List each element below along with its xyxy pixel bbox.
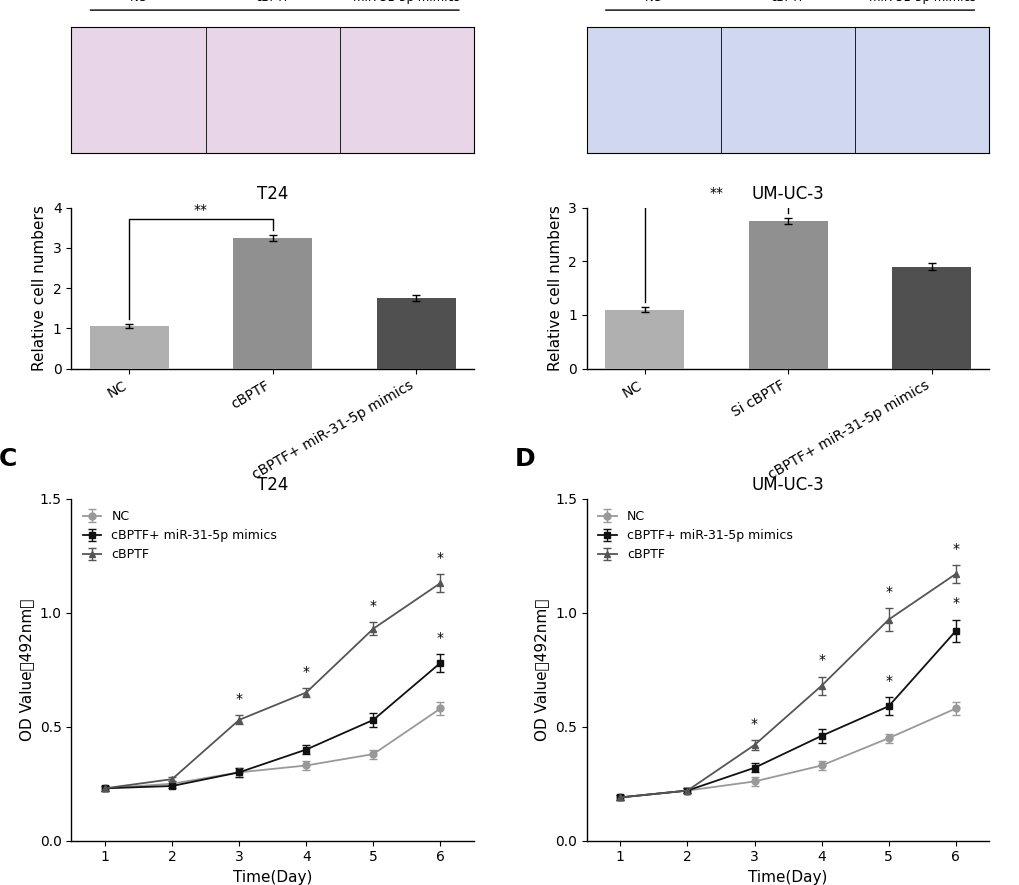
Text: *: * [370, 598, 376, 612]
Title: T24: T24 [257, 185, 288, 204]
Text: *: * [817, 653, 824, 667]
Bar [233, 238, 312, 369]
Bar [604, 310, 684, 369]
Text: cBPTF: cBPTF [769, 0, 805, 4]
Text: *: * [884, 585, 892, 599]
Bar [90, 326, 168, 369]
Text: cBPTF+
miR-31-5p mimics: cBPTF+ miR-31-5p mimics [868, 0, 975, 4]
Bar [376, 298, 455, 369]
Text: *: * [235, 692, 243, 706]
Text: *: * [952, 596, 959, 611]
Y-axis label: Relative cell numbers: Relative cell numbers [33, 205, 47, 371]
Text: *: * [750, 717, 757, 731]
Text: *: * [303, 665, 310, 679]
Text: D: D [514, 447, 534, 472]
Legend: NC, cBPTF+ miR-31-5p mimics, cBPTF: NC, cBPTF+ miR-31-5p mimics, cBPTF [77, 505, 282, 566]
Text: cBPTF+
miR-31-5p mimics: cBPTF+ miR-31-5p mimics [353, 0, 460, 4]
Title: UM-UC-3: UM-UC-3 [751, 476, 823, 495]
Text: **: ** [194, 203, 208, 217]
Y-axis label: Relative cell numbers: Relative cell numbers [547, 205, 562, 371]
Title: UM-UC-3: UM-UC-3 [751, 185, 823, 204]
Text: NC: NC [129, 0, 147, 4]
Y-axis label: OD Value（492nm）: OD Value（492nm） [534, 598, 549, 741]
Legend: NC, cBPTF+ miR-31-5p mimics, cBPTF: NC, cBPTF+ miR-31-5p mimics, cBPTF [592, 505, 797, 566]
Title: T24: T24 [257, 476, 288, 495]
X-axis label: Time(Day): Time(Day) [748, 870, 827, 885]
Text: **: ** [708, 186, 722, 200]
Bar [748, 221, 826, 369]
Text: *: * [436, 631, 443, 644]
Text: *: * [952, 542, 959, 556]
X-axis label: Time(Day): Time(Day) [232, 870, 312, 885]
Text: NC: NC [645, 0, 661, 4]
Bar [892, 266, 970, 369]
Text: cBPTF: cBPTF [255, 0, 290, 4]
Text: C: C [0, 447, 17, 472]
Text: *: * [436, 550, 443, 565]
Text: *: * [884, 674, 892, 688]
Y-axis label: OD Value（492nm）: OD Value（492nm） [19, 598, 34, 741]
